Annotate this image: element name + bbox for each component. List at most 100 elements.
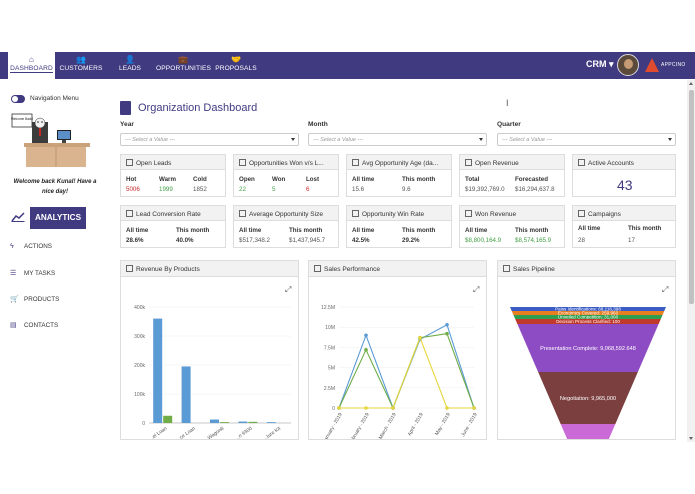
appcino-logo-icon xyxy=(645,58,659,72)
kpi-campaigns: Campaigns All time This month 28 17 xyxy=(572,205,676,248)
panel-title: Sales Pipeline xyxy=(513,265,555,273)
year-select[interactable]: --- Select a Value --- xyxy=(120,133,299,146)
nav-dashboard[interactable]: ⌂ DASHBOARD xyxy=(8,52,55,79)
line-y-tick-label: 5M xyxy=(328,366,335,372)
navigation-menu-toggle[interactable] xyxy=(11,95,25,103)
bar-mark xyxy=(248,421,258,423)
nav-customers-label: CUSTOMERS xyxy=(59,65,103,72)
nav-leads-label: LEADS xyxy=(118,65,142,72)
kpi-active-accounts: Active Accounts 43 xyxy=(572,154,676,197)
sales-pipeline-panel: Sales Pipeline ⤢ Paiss Identifications: … xyxy=(497,260,676,440)
scroll-up-icon[interactable] xyxy=(688,82,693,85)
nav-opportunities-label: OPPORTUNITIES xyxy=(156,65,212,72)
expand-icon[interactable]: ⤢ xyxy=(473,285,480,294)
bar-mark xyxy=(266,422,276,423)
nav-customers[interactable]: 👥 CUSTOMERS xyxy=(58,52,104,79)
line-point xyxy=(364,406,368,410)
quarter-label: Quarter xyxy=(497,121,521,128)
welcome-illustration: Welcome Back! xyxy=(11,113,90,167)
bar-y-tick-label: 300k xyxy=(134,334,145,340)
bar-mark xyxy=(238,421,248,423)
bar-mark xyxy=(163,415,173,423)
kpi-value: 5 xyxy=(272,186,276,193)
line-point xyxy=(445,331,449,336)
checkbox-icon xyxy=(352,209,359,217)
line-point xyxy=(418,335,422,340)
sidebar-item-actions[interactable]: ϟ ACTIONS xyxy=(10,243,52,250)
handshake-icon: 🤝 xyxy=(230,55,242,64)
bar-y-tick-label: 400k xyxy=(134,305,145,311)
bar-x-tick-label: ...ture Kit xyxy=(262,425,282,440)
sidebar-item-my-tasks[interactable]: ☰ MY TASKS xyxy=(10,269,55,277)
bar-y-tick-label: 0 xyxy=(142,421,145,427)
year-label: Year xyxy=(120,121,134,128)
kpi-col: This month xyxy=(515,227,549,234)
kpi-col: All time xyxy=(465,227,488,234)
sidebar-item-products[interactable]: 🛒 PRODUCTS xyxy=(10,295,59,303)
nav-proposals[interactable]: 🤝 PROPOSALS xyxy=(215,52,257,79)
sales-performance-panel: Sales Performance ⤢ 0 2.5M 5M 7.5M 10M 12.5M J… xyxy=(308,260,487,440)
home-icon: ⌂ xyxy=(29,55,34,64)
line-series xyxy=(338,323,475,410)
quarter-select-placeholder: --- Select a Value --- xyxy=(502,137,553,143)
kpi-col: All time xyxy=(352,227,375,234)
checkbox-icon xyxy=(578,158,585,166)
building-icon xyxy=(120,101,131,115)
line-x-tick-label: March - 2019 xyxy=(378,412,398,440)
funnel-stage xyxy=(513,315,663,319)
kpi-col: Forecasted xyxy=(515,176,549,183)
expand-icon[interactable]: ⤢ xyxy=(285,285,292,294)
panel-title: Revenue By Products xyxy=(136,265,200,273)
month-label: Month xyxy=(308,121,328,128)
funnel-stage xyxy=(538,372,638,424)
welcome-sign-text: Welcome Back! xyxy=(11,117,33,121)
quarter-select[interactable]: --- Select a Value --- xyxy=(497,133,676,146)
welcome-message: Welcome back Kunal! Have a nice day! xyxy=(13,179,97,195)
page-scrollbar[interactable] xyxy=(687,80,695,442)
line-point xyxy=(364,333,368,338)
nav-leads[interactable]: 👤 LEADS xyxy=(114,52,146,79)
bar-mark xyxy=(220,422,229,423)
crm-dropdown[interactable]: CRM ▾ xyxy=(586,59,614,69)
kpi-avg-opportunity-age: Avg Opportunity Age (da... All time This… xyxy=(346,154,452,197)
sidebar-item-my-tasks-label: MY TASKS xyxy=(24,270,56,277)
scroll-down-icon[interactable] xyxy=(688,437,693,440)
line-x-tick-label: January - 2019 xyxy=(322,412,344,440)
panel-title: Sales Performance xyxy=(324,265,381,273)
line-point xyxy=(472,406,476,410)
line-chart-icon xyxy=(314,264,321,272)
line-x-tick-label: April - 2019 xyxy=(407,412,425,437)
kpi-value: 28 xyxy=(578,237,585,244)
nav-opportunities[interactable]: 💼 OPPORTUNITIES xyxy=(156,52,212,79)
users-icon: 👥 xyxy=(75,55,87,64)
line-x-tick-label: February - 2019 xyxy=(348,412,371,440)
bar-mark xyxy=(181,366,191,423)
month-select[interactable]: --- Select a Value --- xyxy=(308,133,487,146)
kpi-value: $8,800,164.9 xyxy=(465,237,502,244)
kpi-value: 1852 xyxy=(193,186,207,193)
expand-icon[interactable]: ⤢ xyxy=(662,285,669,294)
checkbox-icon xyxy=(126,158,133,166)
bar-x-tick-label: Wagon8 xyxy=(207,426,226,440)
revenue-bar-chart: 0 100k 200k 300k 400k ...el Loan ...ce Loan Wag… xyxy=(134,305,291,440)
sales-line-chart: 0 2.5M 5M 7.5M 10M 12.5M January - 2019 Februar… xyxy=(321,305,479,440)
funnel-stage xyxy=(560,424,616,439)
scrollbar-thumb[interactable] xyxy=(688,90,694,304)
sidebar-item-contacts[interactable]: ▤ CONTACTS xyxy=(10,321,58,329)
sidebar-item-actions-label: ACTIONS xyxy=(24,243,52,250)
kpi-col: This month xyxy=(402,176,436,183)
kpi-title: Active Accounts xyxy=(588,159,634,167)
text-cursor-icon: I xyxy=(506,98,509,108)
kpi-col: Total xyxy=(465,176,480,183)
kpi-col: This month xyxy=(402,227,436,234)
user-avatar[interactable] xyxy=(617,54,639,76)
kpi-col: Cold xyxy=(193,176,207,183)
kpi-title: Lead Conversion Rate xyxy=(136,210,201,218)
kpi-value: 6 xyxy=(306,186,310,193)
kpi-value: 9.6 xyxy=(402,186,411,193)
funnel-stage-label: Decision Process Clarified: 100 xyxy=(556,319,620,324)
kpi-title: Opportunities Won v/s L... xyxy=(249,159,324,167)
analytics-button[interactable]: ANALYTICS xyxy=(30,207,86,229)
bar-mark xyxy=(153,318,163,423)
revenue-by-products-panel: Revenue By Products ⤢ 0 100k 200k 300k 400k.… xyxy=(120,260,299,440)
